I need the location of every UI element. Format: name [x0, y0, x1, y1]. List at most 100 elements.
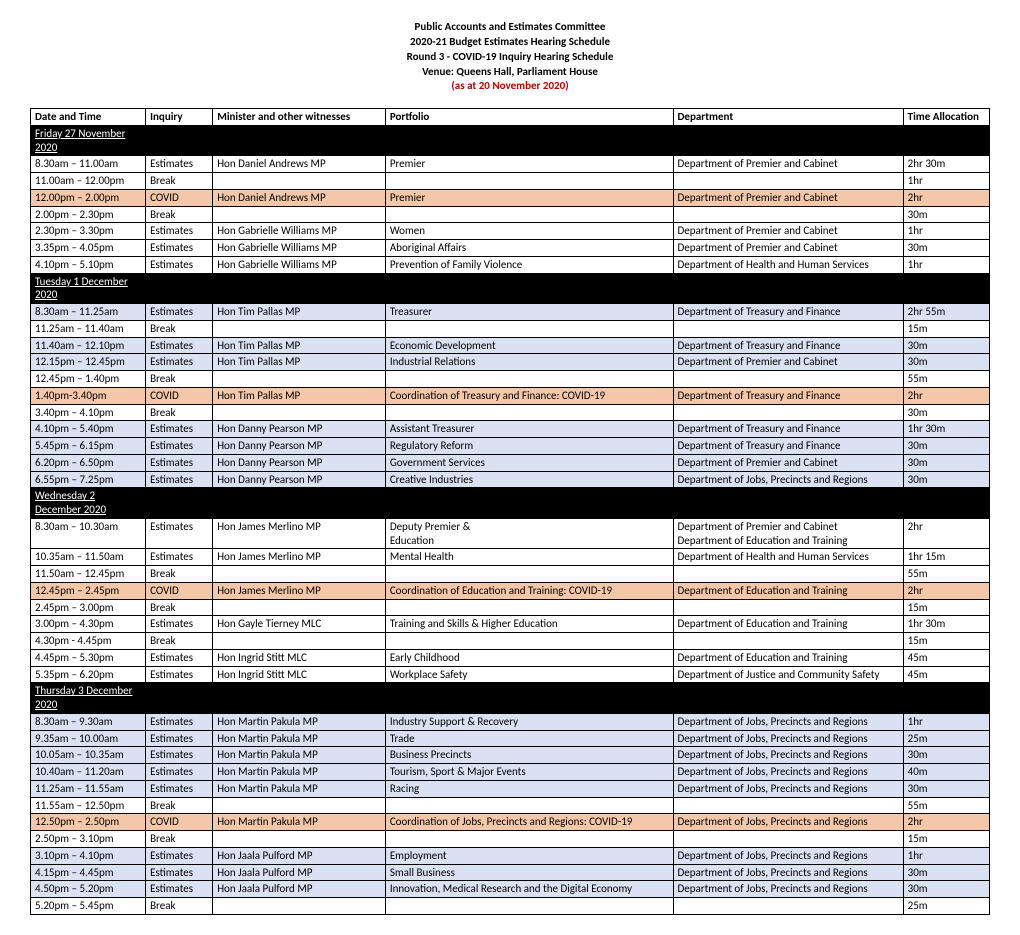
schedule-table: Date and Time Inquiry Minister and other…: [30, 108, 990, 915]
cell-allocation: 30m: [903, 780, 989, 797]
table-row: 6.20pm – 6.50pmEstimatesHon Danny Pearso…: [31, 454, 990, 471]
cell-time: 12.00pm – 2.00pm: [31, 189, 146, 206]
cell-time: 10.05am – 10.35am: [31, 747, 146, 764]
cell-witness: Hon Martin Pakula MP: [213, 713, 386, 730]
cell-allocation: 1hr: [903, 256, 989, 273]
cell-allocation: 30m: [903, 471, 989, 488]
cell-portfolio: Tourism, Sport & Major Events: [385, 764, 673, 781]
cell-allocation: 25m: [903, 898, 989, 915]
cell-time: 4.45pm – 5.30pm: [31, 649, 146, 666]
cell-department: Department of Jobs, Precincts and Region…: [673, 881, 903, 898]
cell-portfolio: Industry Support & Recovery: [385, 713, 673, 730]
table-row: 11.55am – 12.50pmBreak55m: [31, 797, 990, 814]
cell-allocation: 30m: [903, 747, 989, 764]
cell-witness: [213, 404, 386, 421]
col-witness: Minister and other witnesses: [213, 109, 386, 126]
cell-witness: Hon Ingrid Stitt MLC: [213, 649, 386, 666]
cell-portfolio: Racing: [385, 780, 673, 797]
cell-department: Department of Education and Training: [673, 616, 903, 633]
cell-time: 2.50pm – 3.10pm: [31, 831, 146, 848]
cell-department: [673, 599, 903, 616]
cell-witness: Hon Tim Pallas MP: [213, 387, 386, 404]
cell-witness: [213, 797, 386, 814]
table-row: 12.15pm – 12.45pmEstimatesHon Tim Pallas…: [31, 354, 990, 371]
cell-time: 11.00am – 12.00pm: [31, 173, 146, 190]
table-row: 4.50pm – 5.20pmEstimatesHon Jaala Pulfor…: [31, 881, 990, 898]
cell-department: Department of Jobs, Precincts and Region…: [673, 747, 903, 764]
table-row: 6.55pm – 7.25pmEstimatesHon Danny Pearso…: [31, 471, 990, 488]
table-row: 12.45pm – 2.45pmCOVIDHon James Merlino M…: [31, 582, 990, 599]
table-row: 11.00am – 12.00pmBreak1hr: [31, 173, 990, 190]
cell-inquiry: Estimates: [146, 438, 213, 455]
cell-portfolio: Economic Development: [385, 337, 673, 354]
table-row: 3.35pm – 4.05pmEstimatesHon Gabrielle Wi…: [31, 240, 990, 257]
cell-time: 1.40pm-3.40pm: [31, 387, 146, 404]
cell-department: Department of Health and Human Services: [673, 256, 903, 273]
cell-inquiry: Break: [146, 206, 213, 223]
table-row: 1.40pm-3.40pmCOVIDHon Tim Pallas MPCoord…: [31, 387, 990, 404]
cell-allocation: 30m: [903, 454, 989, 471]
cell-portfolio: Business Precincts: [385, 747, 673, 764]
cell-portfolio: Employment: [385, 847, 673, 864]
cell-time: 8.30am – 10.30am: [31, 518, 146, 549]
cell-portfolio: Prevention of Family Violence: [385, 256, 673, 273]
cell-portfolio: [385, 371, 673, 388]
cell-inquiry: COVID: [146, 387, 213, 404]
cell-allocation: 2hr: [903, 814, 989, 831]
cell-department: [673, 404, 903, 421]
cell-inquiry: Estimates: [146, 223, 213, 240]
cell-time: 11.50am – 12.45pm: [31, 566, 146, 583]
cell-time: 2.30pm – 3.30pm: [31, 223, 146, 240]
cell-inquiry: Break: [146, 831, 213, 848]
cell-department: Department of Health and Human Services: [673, 549, 903, 566]
cell-time: 9.35am – 10.00am: [31, 730, 146, 747]
cell-inquiry: COVID: [146, 582, 213, 599]
cell-portfolio: Deputy Premier &Education: [385, 518, 673, 549]
cell-inquiry: Estimates: [146, 304, 213, 321]
cell-department: [673, 797, 903, 814]
header-line4: Venue: Queens Hall, Parliament House: [30, 65, 990, 80]
cell-witness: Hon Jaala Pulford MP: [213, 847, 386, 864]
cell-time: 11.25am – 11.55am: [31, 780, 146, 797]
cell-witness: Hon Jaala Pulford MP: [213, 864, 386, 881]
table-row: 2.00pm – 2.30pmBreak30m: [31, 206, 990, 223]
cell-department: Department of Premier and Cabinet: [673, 354, 903, 371]
cell-witness: [213, 599, 386, 616]
header-line1: Public Accounts and Estimates Committee: [30, 20, 990, 35]
cell-allocation: 45m: [903, 666, 989, 683]
cell-department: Department of Jobs, Precincts and Region…: [673, 713, 903, 730]
cell-witness: Hon Danny Pearson MP: [213, 454, 386, 471]
cell-portfolio: Coordination of Treasury and Finance: CO…: [385, 387, 673, 404]
cell-time: 5.45pm – 6.15pm: [31, 438, 146, 455]
cell-department: [673, 371, 903, 388]
day-header-row: Friday 27 November 2020: [31, 125, 990, 156]
table-row: 11.25am – 11.40amBreak15m: [31, 320, 990, 337]
cell-department: Department of Jobs, Precincts and Region…: [673, 847, 903, 864]
cell-department: Department of Justice and Community Safe…: [673, 666, 903, 683]
header-line3: Round 3 - COVID-19 Inquiry Hearing Sched…: [30, 50, 990, 65]
cell-department: Department of Education and Training: [673, 582, 903, 599]
cell-inquiry: Estimates: [146, 780, 213, 797]
cell-portfolio: Regulatory Reform: [385, 438, 673, 455]
cell-witness: Hon Gabrielle Williams MP: [213, 256, 386, 273]
cell-time: 3.35pm – 4.05pm: [31, 240, 146, 257]
cell-portfolio: [385, 206, 673, 223]
cell-allocation: 2hr: [903, 387, 989, 404]
cell-time: 11.25am – 11.40am: [31, 320, 146, 337]
table-row: 4.45pm – 5.30pmEstimatesHon Ingrid Stitt…: [31, 649, 990, 666]
cell-witness: Hon James Merlino MP: [213, 582, 386, 599]
day-header-row: Thursday 3 December 2020: [31, 683, 990, 714]
cell-time: 8.30am – 11.25am: [31, 304, 146, 321]
cell-time: 4.30pm - 4.45pm: [31, 633, 146, 650]
cell-time: 12.45pm – 2.45pm: [31, 582, 146, 599]
table-row: 11.50am – 12.45pmBreak55m: [31, 566, 990, 583]
cell-portfolio: Premier: [385, 189, 673, 206]
cell-allocation: 25m: [903, 730, 989, 747]
table-row: 11.25am – 11.55amEstimatesHon Martin Pak…: [31, 780, 990, 797]
cell-portfolio: Early Childhood: [385, 649, 673, 666]
day-header-row: Wednesday 2 December 2020: [31, 488, 990, 519]
cell-witness: Hon Ingrid Stitt MLC: [213, 666, 386, 683]
cell-portfolio: Coordination of Jobs, Precincts and Regi…: [385, 814, 673, 831]
cell-time: 2.45pm – 3.00pm: [31, 599, 146, 616]
cell-inquiry: Estimates: [146, 864, 213, 881]
